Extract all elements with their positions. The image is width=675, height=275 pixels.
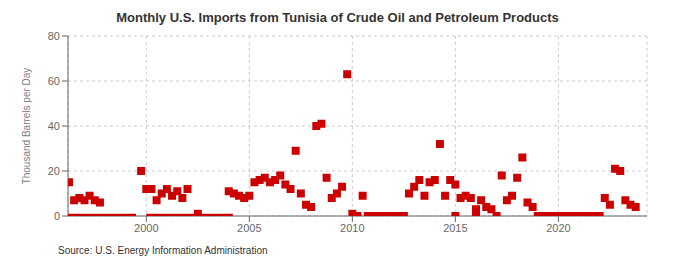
html-text:Source: U.S. Energy Informatio: Source: U.S. Energy Information Administ… (58, 245, 268, 256)
svg-text:2010: 2010 (340, 222, 364, 234)
svg-text:2020: 2020 (546, 222, 570, 234)
svg-text:2000: 2000 (134, 222, 158, 234)
svg-text:0: 0 (54, 210, 60, 222)
svg-text:2015: 2015 (443, 222, 467, 234)
svg-text:Thousand Barrels per Day: Thousand Barrels per Day (21, 68, 32, 185)
html-text:Monthly U.S. Imports from Tuni: Monthly U.S. Imports from Tunisia of Cru… (116, 10, 559, 25)
svg-text:40: 40 (48, 120, 60, 132)
svg-text:2005: 2005 (237, 222, 261, 234)
svg-text:80: 80 (48, 30, 60, 42)
svg-text:20: 20 (48, 165, 60, 177)
svg-text:60: 60 (48, 75, 60, 87)
